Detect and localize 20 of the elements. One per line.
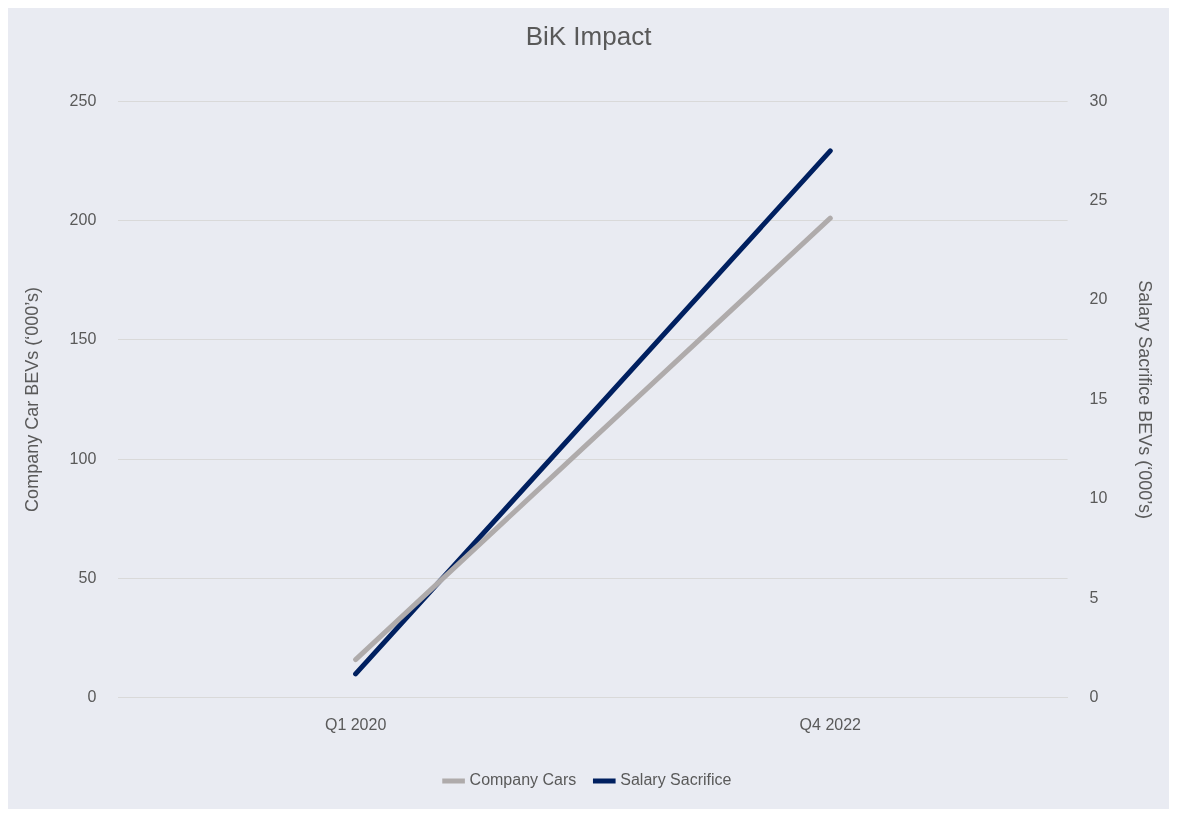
- y2-tick-label: 20: [1089, 290, 1108, 308]
- y-tick-label: 200: [69, 210, 97, 228]
- y2-tick-label: 0: [1089, 688, 1099, 706]
- y-tick-label: 50: [78, 568, 97, 586]
- x-tick-label: Q1 2020: [324, 715, 387, 733]
- y-tick-label: 150: [69, 330, 97, 348]
- chart-title: BiK Impact: [525, 20, 653, 51]
- y2-tick-label: 30: [1089, 91, 1108, 109]
- y2-tick-label: 25: [1089, 191, 1108, 209]
- y-tick-label: 100: [69, 449, 97, 467]
- legend-label: Salary Sacrifice: [620, 771, 732, 789]
- y2-tick-label: 10: [1089, 489, 1108, 507]
- legend-label: Company Cars: [469, 771, 577, 789]
- y2-tick-label: 5: [1089, 588, 1099, 606]
- y2-tick-label: 15: [1089, 389, 1108, 407]
- y-axis-title: Company Car BEVs (‘000’s): [21, 287, 42, 512]
- y-tick-label: 250: [69, 91, 97, 109]
- y-tick-label: 0: [87, 688, 97, 706]
- x-tick-label: Q4 2022: [799, 715, 862, 733]
- y2-axis-title: Salary Sacrifice BEVs (‘000’s): [1135, 280, 1156, 519]
